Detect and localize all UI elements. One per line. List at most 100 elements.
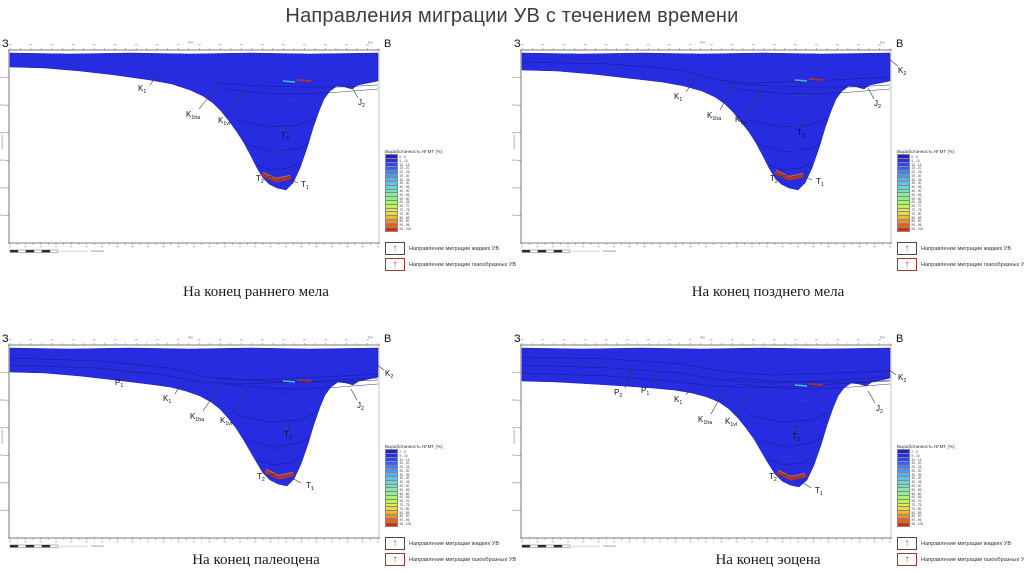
bottom-axis-tick-label-smudge (720, 246, 723, 248)
bottom-axis-tick-label-smudge (643, 246, 646, 248)
top-axis-tick-label-smudge (176, 339, 180, 341)
scale-bar-segment (25, 249, 35, 253)
label-leader-line (289, 178, 299, 184)
top-axis-tick-label-smudge (366, 339, 369, 341)
top-axis-tick-label-smudge (730, 339, 734, 341)
bottom-axis-tick-label-smudge (223, 541, 226, 543)
red-maturity-zone (264, 470, 295, 480)
green-maturity-marks: ······· (276, 127, 290, 132)
stratum-horizon-line (768, 162, 812, 171)
stratum-horizon-line (246, 142, 310, 153)
green-maturity-marks: ······· (283, 97, 297, 102)
label-leader-line (125, 360, 136, 379)
red-up-arrow-icon: ↑ (897, 258, 917, 271)
top-axis-tick-label-smudge (50, 44, 54, 46)
bottom-axis-tick-label-smudge (551, 246, 554, 248)
label-leader-line (174, 379, 184, 395)
west-direction-label: З (514, 333, 521, 345)
stratum-label: J2 (876, 404, 883, 415)
left-axis-tick-label-smudge (512, 104, 517, 106)
left-axis-tick-label-smudge (512, 76, 517, 79)
bottom-axis-tick-label-smudge (674, 246, 677, 248)
colorbar-title: Выработанность НГМТ (%) (897, 149, 955, 154)
label-leader-line (265, 174, 277, 179)
bottom-axis-tick-label-smudge (658, 541, 662, 543)
left-axis-tick-label-smudge (512, 371, 517, 374)
bottom-axis-tick-label-smudge (704, 246, 708, 248)
scale-bar-segment (553, 249, 563, 253)
top-axis-tick-label-smudge (562, 44, 566, 46)
orange-maturity-fringe (265, 468, 294, 476)
top-axis-tick-label-smudge (836, 44, 839, 46)
red-maturity-streak (808, 78, 824, 81)
colorbar-range-label: 40 - 45 (911, 480, 922, 485)
bottom-axis-tick-label-smudge (735, 246, 738, 248)
colorbar-range-label: 15 - 20 (911, 461, 922, 466)
bottom-axis-tick-label-smudge (842, 541, 846, 543)
colorbar-range-label: 90 - 95 (399, 223, 410, 228)
colorbar-range-label: 45 - 50 (911, 189, 922, 194)
legend-liquid-label: Направление миграции жидких УВ (921, 245, 1012, 252)
top-axis-tick-label-smudge (815, 339, 818, 341)
colorbar-range-label: 80 - 85 (399, 215, 410, 220)
left-axis-title-smudge (1, 135, 3, 149)
top-axis-tick-label-smudge (751, 339, 755, 341)
stratum-horizon-line (521, 61, 891, 84)
colorbar-range-label: 50 - 55 (399, 487, 410, 492)
top-axis-tick-label-smudge (92, 339, 96, 341)
colorbar-range-label: 25 - 30 (911, 468, 922, 473)
left-axis-tick-label-smudge (512, 454, 517, 456)
bottom-axis-tick-label-smudge (888, 246, 892, 248)
label-leader-line (375, 363, 385, 371)
left-axis-tick-label-smudge (512, 509, 517, 512)
cross-section-paleocene: ······· ······· ······· P1 K1 K1ha K1vl T3 T2 T1 J… (0, 333, 393, 548)
bottom-axis-tick-label-smudge (566, 541, 570, 543)
colorbar-range-label: 50 - 55 (911, 487, 922, 492)
top-axis-tick-label-smudge (793, 339, 797, 341)
bottom-axis-tick-label-smudge (858, 541, 861, 543)
stratum-label: K1ha (190, 412, 204, 423)
bottom-axis-tick-label-smudge (24, 541, 27, 543)
legend-gas-hc-row: ↑ Направление миграции газообразных УВ (385, 553, 516, 566)
left-axis-tick-label-smudge (0, 104, 5, 106)
stratum-horizon-line (758, 437, 822, 448)
scale-bar-segment (33, 544, 43, 548)
panel-caption: На конец палеоцена (192, 552, 320, 568)
left-axis-tick-label-smudge (0, 399, 5, 401)
colorbar-range-label: 20 - 25 (911, 170, 922, 175)
panel-caption: На конец раннего мела (183, 284, 329, 300)
stratum-horizon-line (225, 88, 379, 95)
colorbar-range-label: 65 - 70 (911, 499, 922, 504)
orange-maturity-fringe (777, 469, 806, 477)
colorbar-range-label: 85 - 90 (399, 514, 410, 519)
colorbar-range-label: 75 - 80 (911, 211, 922, 216)
migration-legend: ↑ Направление миграции жидких УВ ↑ Напра… (897, 537, 1024, 566)
bottom-axis-tick-label-smudge (582, 246, 585, 248)
colorbar-title: Выработанность НГМТ (%) (385, 444, 443, 449)
label-leader-line (149, 70, 161, 86)
bottom-axis-tick-label-smudge (39, 246, 42, 248)
bottom-axis-tick-label-smudge (315, 246, 318, 248)
scale-bar-segment (529, 544, 539, 548)
bottom-axis-tick-label-smudge (582, 541, 585, 543)
colorbar-range-label: 25 - 30 (399, 468, 410, 473)
top-axis-tick-label-smudge (688, 339, 692, 341)
bottom-axis-tick-label-smudge (24, 246, 27, 248)
stratum-label: J2 (874, 99, 881, 110)
colorbar-range-label: 15 - 20 (911, 166, 922, 171)
bottom-axis-tick-label-smudge (254, 246, 257, 248)
colorbar-range-label: 10 - 15 (911, 162, 922, 167)
scale-bar-segment (17, 544, 27, 548)
bottom-axis-tick-label-smudge (70, 541, 73, 543)
left-axis-tick-label-smudge (512, 399, 517, 401)
colorbar-range-label: 20 - 25 (911, 465, 922, 470)
orange-maturity-fringe (262, 171, 291, 179)
bottom-axis-tick-label-smudge (643, 541, 646, 543)
top-axis-tick-label-smudge (218, 339, 222, 341)
green-maturity-marks: ······· (794, 398, 808, 403)
bottom-axis-tick-label-smudge (54, 541, 58, 543)
